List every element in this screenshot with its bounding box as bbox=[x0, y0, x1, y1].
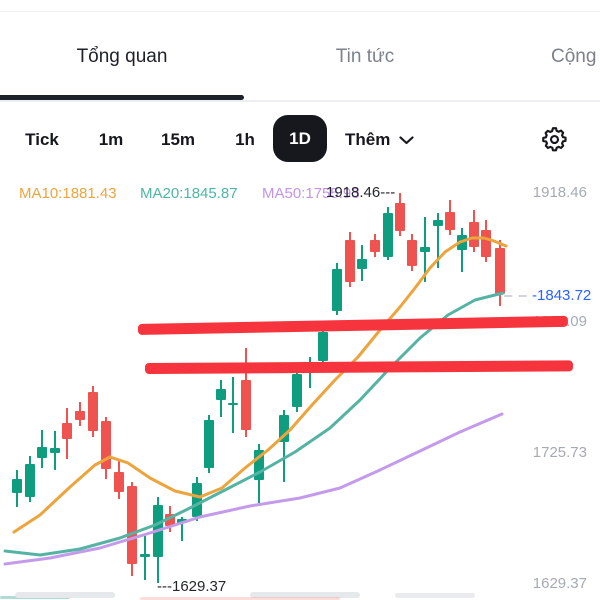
candle-body bbox=[279, 415, 289, 442]
axis-label-1918: 1918.46 bbox=[532, 184, 587, 201]
bottom-blur bbox=[250, 592, 360, 598]
header-background bbox=[0, 0, 600, 103]
candle-body bbox=[62, 423, 72, 439]
candle-body bbox=[25, 464, 35, 497]
active-tab-underline bbox=[0, 95, 244, 100]
top-divider bbox=[0, 11, 600, 12]
candle-body bbox=[50, 448, 60, 453]
candle-body bbox=[395, 203, 405, 231]
more-label: Thêm bbox=[345, 130, 391, 149]
price-value: -1843.72 bbox=[532, 287, 592, 304]
ma50-legend: MA50:1755.93 bbox=[262, 185, 360, 202]
candle-body bbox=[420, 247, 430, 252]
timeframe-tick[interactable]: Tick bbox=[25, 130, 59, 149]
last-price-tag: – – -1843.72 bbox=[504, 287, 591, 304]
candle-body bbox=[228, 403, 238, 405]
timeframe-1m[interactable]: 1m bbox=[98, 130, 124, 149]
candle-body bbox=[75, 411, 85, 420]
tab-divider bbox=[0, 100, 600, 102]
candle-body bbox=[370, 240, 380, 252]
candle-body bbox=[241, 380, 251, 430]
ma50-line bbox=[3, 412, 504, 566]
tab-news[interactable]: Tin tức bbox=[335, 46, 395, 67]
chevron-down-icon bbox=[399, 135, 414, 144]
candle-body bbox=[383, 213, 393, 257]
candle-body bbox=[357, 259, 367, 269]
low-price-label: ---1629.37 bbox=[157, 578, 227, 595]
candle-body bbox=[204, 420, 214, 468]
candle-body bbox=[216, 389, 226, 400]
bottom-blur bbox=[15, 592, 115, 598]
ma10-line bbox=[12, 236, 508, 534]
ma20-legend: MA20:1845.87 bbox=[140, 185, 238, 202]
candle-body bbox=[407, 240, 417, 266]
timeframe-1d-label: 1D bbox=[289, 128, 311, 148]
timeframe-1h[interactable]: 1h bbox=[235, 130, 255, 149]
candle-body bbox=[192, 483, 202, 517]
bottom-blur bbox=[395, 593, 475, 598]
timeframe-1d-selected[interactable]: 1D bbox=[273, 115, 327, 162]
candle-body bbox=[292, 374, 302, 407]
bottom-blur-red bbox=[140, 597, 340, 600]
ma10-legend: MA10:1881.43 bbox=[19, 185, 117, 202]
candle-body bbox=[318, 332, 328, 361]
candle-body bbox=[433, 220, 443, 226]
candle-body bbox=[495, 248, 505, 294]
candle-body bbox=[332, 269, 342, 311]
candle-body bbox=[445, 212, 455, 230]
candle-body bbox=[481, 230, 491, 257]
candle-body bbox=[140, 554, 150, 557]
timeframe-15m[interactable]: 15m bbox=[160, 130, 196, 149]
price-dash: – – bbox=[504, 287, 528, 304]
candle-body bbox=[127, 486, 137, 564]
tab-community[interactable]: Cộng bbox=[551, 46, 597, 67]
settings-gear-icon[interactable] bbox=[541, 126, 568, 153]
candle-body bbox=[114, 472, 124, 492]
candle-body bbox=[37, 447, 47, 458]
axis-label-1629: 1629.37 bbox=[532, 575, 587, 592]
axis-label-1725: 1725.73 bbox=[532, 444, 587, 461]
candle-body bbox=[88, 392, 98, 431]
high-price-label: 1918.46--- bbox=[326, 184, 396, 201]
timeframe-more-dropdown[interactable]: Thêm bbox=[345, 130, 414, 150]
tab-overview[interactable]: Tổng quan bbox=[76, 46, 168, 67]
candle-body bbox=[345, 240, 355, 282]
candle-body bbox=[469, 222, 479, 247]
candle-body bbox=[12, 479, 22, 493]
